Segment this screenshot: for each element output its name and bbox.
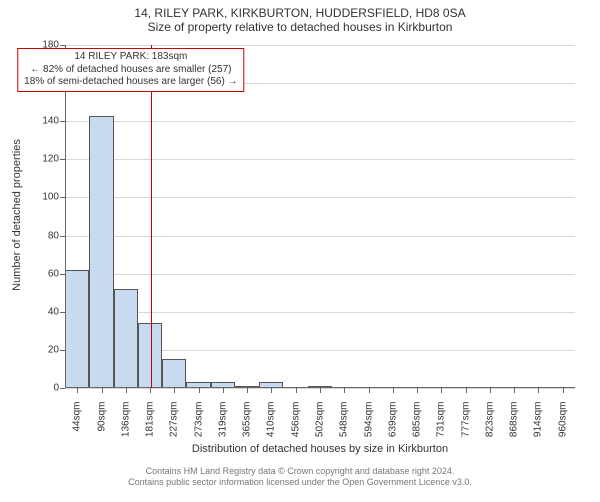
chart-title-1: 14, RILEY PARK, KIRKBURTON, HUDDERSFIELD…: [0, 0, 600, 20]
x-tick-mark: [199, 388, 200, 393]
annotation-line-2: ← 82% of detached houses are smaller (25…: [24, 64, 237, 77]
y-tick-label: 100: [42, 192, 65, 203]
y-axis-label: Number of detached properties: [11, 125, 23, 305]
y-tick-label: 80: [48, 230, 65, 241]
histogram-bar: [162, 359, 186, 388]
y-axis-line: [65, 45, 66, 388]
x-axis-label: Distribution of detached houses by size …: [65, 443, 575, 455]
annotation-box: 14 RILEY PARK: 183sqm ← 82% of detached …: [17, 48, 244, 92]
y-tick-label: 120: [42, 154, 65, 165]
y-tick-label: 140: [42, 116, 65, 127]
property-marker-line: [151, 45, 152, 388]
annotation-line-1: 14 RILEY PARK: 183sqm: [24, 51, 237, 64]
chart-container: 14, RILEY PARK, KIRKBURTON, HUDDERSFIELD…: [0, 0, 600, 500]
x-tick-mark: [174, 388, 175, 393]
x-tick-mark: [223, 388, 224, 393]
x-tick-mark: [417, 388, 418, 393]
footer-line-2: Contains public sector information licen…: [0, 477, 600, 488]
x-tick-mark: [271, 388, 272, 393]
x-tick-mark: [441, 388, 442, 393]
y-tick-label: 0: [53, 383, 65, 394]
y-tick-label: 40: [48, 306, 65, 317]
x-tick-mark: [563, 388, 564, 393]
annotation-line-3: 18% of semi-detached houses are larger (…: [24, 76, 237, 89]
grid-line: [65, 121, 575, 122]
plot-area: 02040608010012014016018044sqm90sqm136sqm…: [65, 45, 575, 388]
histogram-bar: [114, 289, 138, 388]
x-tick-mark: [296, 388, 297, 393]
grid-line: [65, 197, 575, 198]
x-tick-mark: [77, 388, 78, 393]
x-tick-mark: [150, 388, 151, 393]
grid-line: [65, 159, 575, 160]
x-tick-mark: [102, 388, 103, 393]
footer: Contains HM Land Registry data © Crown c…: [0, 466, 600, 489]
x-tick-mark: [538, 388, 539, 393]
chart-title-2: Size of property relative to detached ho…: [0, 20, 600, 34]
x-tick-mark: [393, 388, 394, 393]
histogram-bar: [65, 270, 89, 388]
grid-line: [65, 45, 575, 46]
histogram-bar: [89, 116, 113, 388]
x-tick-mark: [369, 388, 370, 393]
grid-line: [65, 236, 575, 237]
x-tick-mark: [490, 388, 491, 393]
x-tick-mark: [466, 388, 467, 393]
y-tick-label: 20: [48, 344, 65, 355]
x-tick-mark: [247, 388, 248, 393]
x-tick-mark: [320, 388, 321, 393]
y-tick-label: 60: [48, 268, 65, 279]
grid-line: [65, 312, 575, 313]
footer-line-1: Contains HM Land Registry data © Crown c…: [0, 466, 600, 477]
grid-line: [65, 274, 575, 275]
x-axis-line: [65, 387, 575, 388]
x-tick-mark: [514, 388, 515, 393]
x-tick-mark: [344, 388, 345, 393]
histogram-bar: [138, 323, 162, 388]
x-tick-mark: [126, 388, 127, 393]
